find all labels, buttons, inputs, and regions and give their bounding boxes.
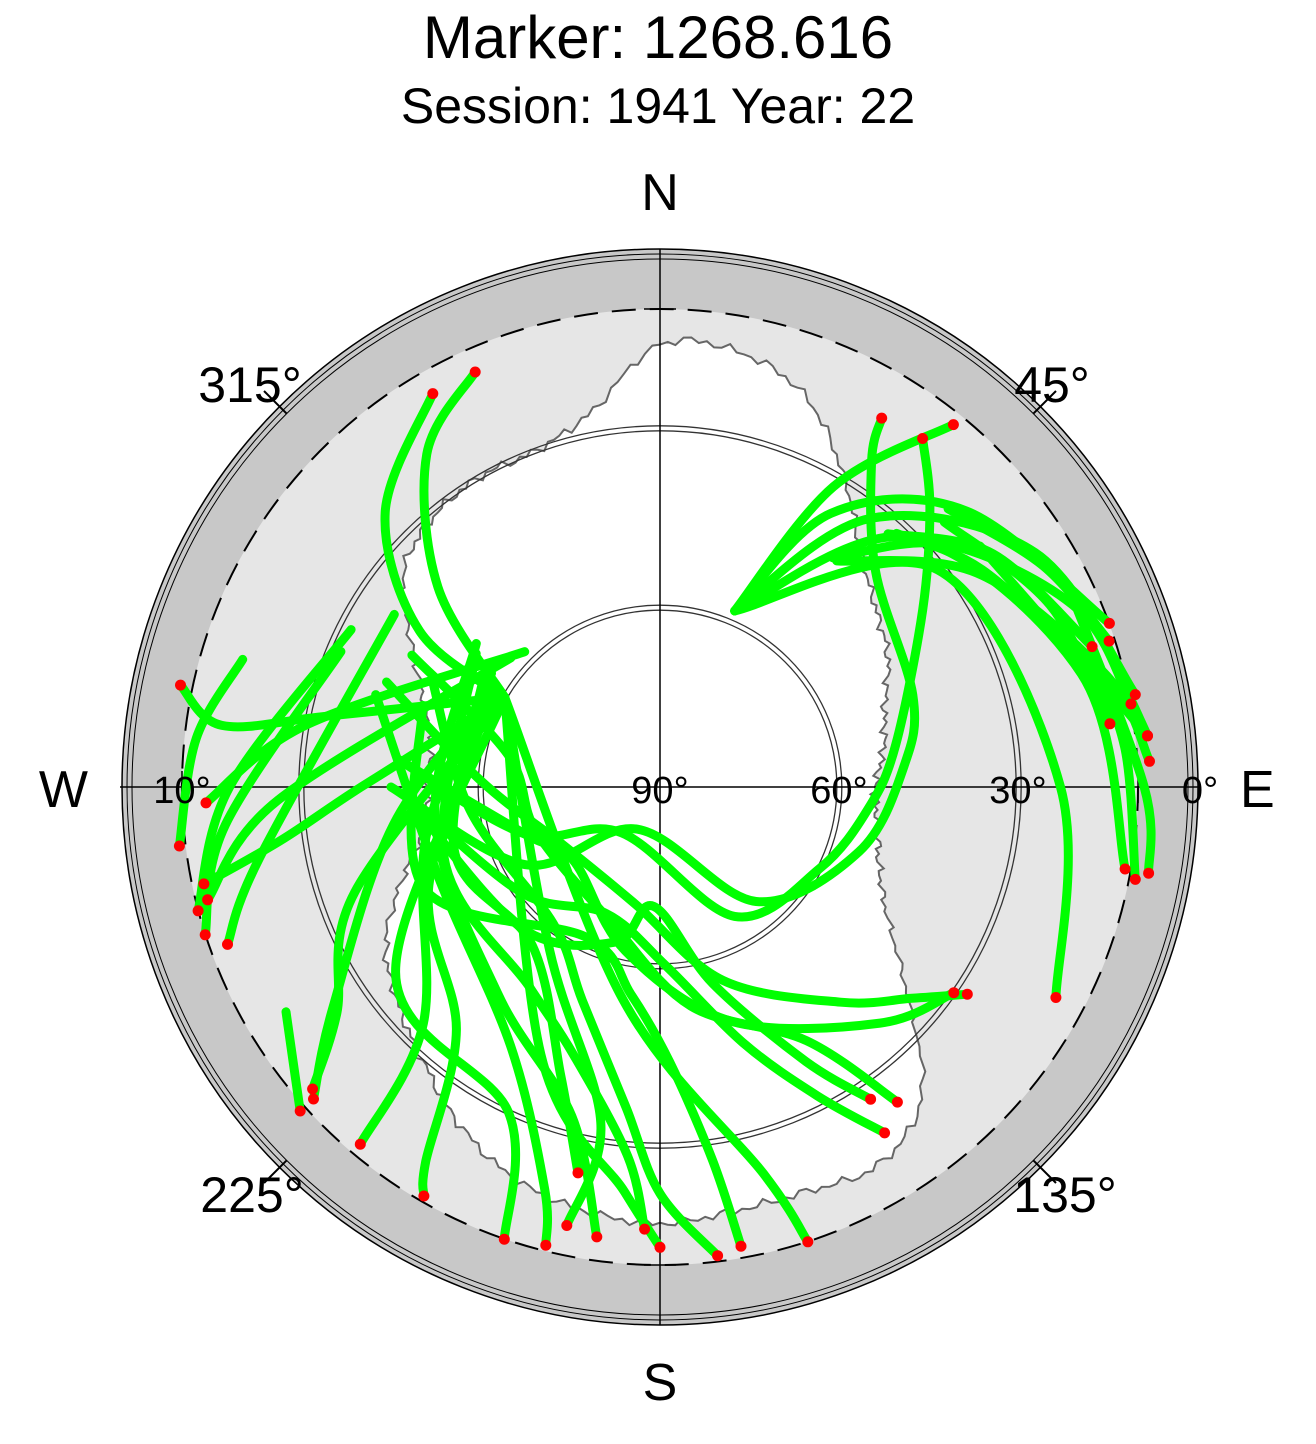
track-36 [406,700,746,1251]
track-endpoint-7 [1086,641,1098,653]
elevation-label-0: 0° [1182,770,1218,812]
track-endpoint-16 [175,679,186,691]
track-38 [411,799,890,1138]
track-endpoint-12 [1143,867,1155,879]
azimuth-label-45: 45° [1014,357,1090,413]
track-endpoint-40 [917,433,929,444]
track-endpoint-39 [876,412,888,424]
track-endpoint-26 [192,905,204,917]
track-12 [1067,590,1156,878]
track-endpoint-25 [222,938,233,950]
azimuth-tick-135 [1032,1159,1057,1184]
track-21 [500,692,813,1247]
elevation-label-10-west: 10° [153,770,210,812]
track-endpoint-29 [294,1105,306,1117]
track-endpoint-42 [891,1096,903,1108]
satellite-tracks [174,367,1156,1261]
azimuth-label-225: 225° [200,1167,303,1223]
track-endpoint-19 [498,1233,510,1245]
track-endpoint-31 [354,1138,366,1150]
track-11 [975,541,1140,884]
chart-title: Marker: 1268.616 [422,4,894,71]
track-13 [1093,623,1152,741]
track-endpoint-9 [1103,635,1115,647]
elevation-label-30: 30° [989,770,1046,812]
track-endpoint-23 [202,894,214,906]
azimuth-tick-315 [263,390,288,415]
track-3 [730,557,1073,1002]
track-26 [193,625,356,916]
track-endpoints [173,366,1155,1262]
track-33 [430,639,602,1242]
compass-south: S [643,1354,678,1412]
track-endpoint-28 [173,840,185,852]
compass-north: N [641,164,679,222]
track-28 [174,654,248,851]
track-42 [407,650,902,1107]
track-endpoint-38 [879,1127,891,1139]
axis-labels: N S E W 45° 135° 225° 315° 0° 30° 60° 90… [39,164,1275,1412]
azimuth-label-315: 315° [198,357,301,413]
track-endpoint-43 [961,988,973,1000]
track-endpoint-37 [865,1093,877,1105]
track-endpoint-6 [1144,755,1155,767]
track-endpoint-1 [1129,689,1141,701]
azimuth-ticks [263,390,1057,1184]
track-endpoint-24 [200,797,212,809]
track-45 [448,668,583,1178]
azimuth-tick-45 [1032,390,1057,415]
compass-west: W [39,761,88,819]
track-10 [939,517,1115,729]
elevation-label-60: 60° [810,770,867,812]
elevation-label-90: 90° [631,770,688,812]
track-endpoint-3 [1050,992,1062,1003]
track-endpoint-5 [1125,698,1137,710]
track-endpoint-10 [1104,718,1116,730]
track-endpoint-2 [1119,863,1131,875]
track-endpoint-4 [947,419,959,431]
track-endpoint-35 [712,1250,724,1262]
track-endpoint-27 [199,929,211,941]
track-endpoint-22 [561,1220,573,1231]
track-endpoint-15 [469,366,481,378]
track-endpoint-21 [802,1236,814,1248]
track-endpoint-44 [418,1190,430,1202]
track-endpoint-14 [427,388,439,400]
track-25 [223,609,399,949]
track-endpoint-0 [1103,617,1115,629]
track-endpoint-34 [540,1239,552,1251]
track-endpoint-18 [307,1083,319,1095]
track-41 [393,755,959,1034]
track-endpoint-20 [654,1241,666,1253]
track-endpoint-32 [639,1223,651,1235]
compass-east: E [1240,761,1275,819]
track-endpoint-11 [1129,873,1141,885]
track-endpoint-13 [1142,730,1153,742]
azimuth-label-135: 135° [1013,1167,1116,1223]
track-43 [382,677,972,1008]
track-endpoint-45 [572,1167,584,1179]
track-endpoint-17 [198,878,210,890]
track-9 [943,504,1114,646]
azimuth-tick-225 [263,1159,288,1184]
track-27 [200,647,346,940]
chart-subtitle: Session: 1941 Year: 22 [400,78,916,134]
track-29 [281,1007,305,1116]
track-39 [386,413,920,907]
track-endpoint-33 [591,1231,603,1243]
track-endpoint-30 [308,1093,319,1105]
track-endpoint-36 [735,1240,747,1252]
track-endpoint-41 [948,987,960,999]
